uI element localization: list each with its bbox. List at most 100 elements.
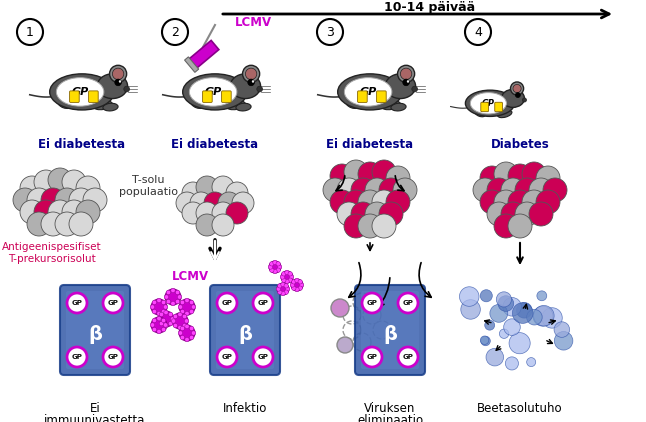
Circle shape [163,305,168,309]
Circle shape [180,300,185,305]
Circle shape [185,311,189,316]
Text: Ei: Ei [90,401,100,414]
Circle shape [62,170,86,194]
Circle shape [185,298,189,303]
Circle shape [337,337,353,353]
Text: GP: GP [482,99,495,108]
Circle shape [379,178,403,202]
Text: 2: 2 [171,25,179,38]
Circle shape [278,284,282,288]
Text: β: β [383,325,397,344]
Circle shape [512,303,533,323]
Text: GP: GP [222,354,233,360]
FancyBboxPatch shape [361,291,419,369]
Circle shape [291,280,296,284]
Ellipse shape [359,101,372,110]
Circle shape [124,86,129,92]
Circle shape [20,176,44,200]
Circle shape [412,86,417,92]
Ellipse shape [189,78,237,106]
Circle shape [285,279,289,284]
Circle shape [152,327,156,332]
Circle shape [295,278,299,283]
Circle shape [508,214,532,238]
Ellipse shape [203,101,217,110]
Circle shape [337,178,361,202]
Circle shape [465,19,491,45]
Circle shape [386,190,410,214]
Circle shape [184,319,189,323]
Circle shape [178,331,183,335]
Circle shape [513,84,521,92]
Circle shape [69,212,93,236]
Circle shape [169,312,172,316]
Circle shape [253,293,273,313]
Circle shape [516,303,532,318]
Circle shape [494,214,518,238]
Circle shape [268,265,273,269]
Circle shape [515,202,539,226]
Circle shape [386,166,410,190]
Circle shape [484,320,495,330]
Circle shape [190,192,212,214]
Text: Ei diabetesta: Ei diabetesta [326,138,413,151]
Ellipse shape [56,78,104,106]
Circle shape [554,332,573,350]
Text: Ei diabetesta: Ei diabetesta [171,138,258,151]
Text: GP: GP [72,87,89,97]
Circle shape [522,190,546,214]
Circle shape [62,200,86,224]
Text: 3: 3 [326,25,334,38]
Circle shape [526,357,536,367]
Circle shape [284,284,288,288]
Circle shape [83,188,107,212]
Ellipse shape [465,90,515,116]
Ellipse shape [385,74,415,99]
Text: GP: GP [258,354,269,360]
Circle shape [151,323,154,327]
Text: 4: 4 [474,25,482,38]
Circle shape [112,68,124,80]
Circle shape [182,314,187,319]
Circle shape [217,293,237,313]
Circle shape [182,202,204,224]
Circle shape [163,323,168,327]
Circle shape [162,309,166,314]
Text: GP: GP [108,300,118,306]
Circle shape [152,309,156,314]
Ellipse shape [497,110,512,118]
Circle shape [76,176,100,200]
Circle shape [516,92,520,97]
Circle shape [152,300,156,305]
Circle shape [486,349,504,366]
FancyBboxPatch shape [70,91,79,103]
Circle shape [536,166,560,190]
Circle shape [177,295,182,299]
Circle shape [379,202,403,226]
Ellipse shape [501,89,525,107]
Text: GP: GP [205,87,222,97]
Circle shape [173,323,178,328]
Circle shape [67,347,87,367]
Circle shape [480,166,504,190]
Circle shape [365,202,389,226]
Circle shape [501,202,525,226]
Circle shape [162,318,166,322]
Text: Beetasolutuho: Beetasolutuho [477,401,563,414]
Circle shape [157,311,162,316]
Ellipse shape [338,74,402,110]
Circle shape [178,325,182,330]
Circle shape [509,333,530,354]
Circle shape [151,299,167,315]
Circle shape [285,271,289,275]
Ellipse shape [191,98,205,108]
Circle shape [398,347,418,367]
Circle shape [182,182,204,204]
Circle shape [501,178,525,202]
Circle shape [298,280,302,284]
Ellipse shape [94,101,112,110]
Circle shape [204,192,226,214]
Circle shape [189,326,194,330]
Circle shape [504,319,520,335]
Ellipse shape [346,98,360,108]
